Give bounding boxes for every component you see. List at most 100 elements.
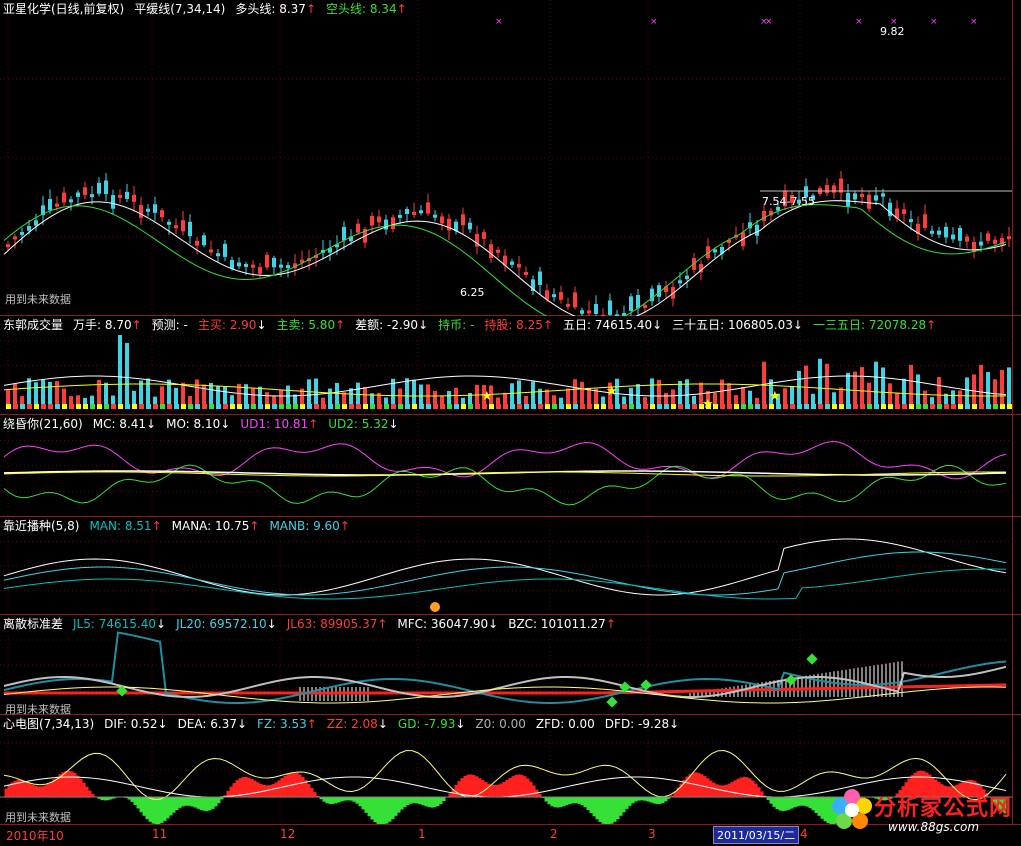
tick-feb: 2 [550, 827, 558, 841]
indicator-value: 预测: - [151, 318, 188, 332]
logo-url: www.88gs.com [888, 820, 980, 834]
future-data-watermark: 用到未来数据 [5, 293, 71, 306]
jl-watermark: 用到未来数据 [5, 703, 71, 716]
candlestick-chart[interactable]: × × ×× × × × × [0, 0, 1013, 316]
indicator-value: 靠近播种(5,8) [3, 519, 80, 533]
indicator-value: BZC: 101011.27 [508, 617, 606, 631]
indicator-value: 主买: 2.90 [197, 318, 257, 332]
indicator-value: FZ: 3.53 [257, 717, 307, 731]
indicator-value: MC: 8.41 [92, 417, 147, 431]
mc-pane[interactable]: 绕昏你(21,60) MC: 8.41↓ MO: 8.10↓ UD1: 10.81↑ U… [0, 415, 1021, 517]
site-logo: 分析家公式网 www.88gs.com [822, 780, 1021, 845]
arrow-down-icon: ↓ [418, 318, 429, 332]
indicator-value: MFC: 36047.90 [397, 617, 489, 631]
svg-text:×: × [930, 17, 938, 27]
ecg-chart[interactable] [0, 715, 1013, 825]
indicator-value: JL5: 74615.40 [73, 617, 156, 631]
arrow-down-icon: ↓ [220, 417, 231, 431]
arrow-up-icon: ↑ [396, 2, 407, 16]
indicator-value: 心电图(7,34,13) [3, 717, 95, 731]
jl-header: 离散标准差 JL5: 74615.40↓ JL20: 69572.10↓ JL63: … [3, 617, 626, 631]
indicator-value: 空头线: 8.34 [326, 2, 397, 16]
indicator-value: 平缓线(7,34,14) [134, 2, 226, 16]
high-price-label: 9.82 [880, 25, 905, 38]
indicator-value: JL20: 69572.10 [176, 617, 267, 631]
jl-pane[interactable]: 离散标准差 JL5: 74615.40↓ JL20: 69572.10↓ JL63: … [0, 615, 1021, 716]
indicator-value: 绕昏你(21,60) [3, 417, 83, 431]
date-axis[interactable]: 2010年10 11 12 1 2 3 2011/03/15/二 4 [0, 824, 1021, 846]
indicator-value: Z0: 0.00 [475, 717, 526, 731]
arrow-down-icon: ↓ [669, 717, 680, 731]
indicator-value: DIF: 0.52 [104, 717, 158, 731]
ecg-watermark: 用到未来数据 [5, 811, 71, 824]
ecg-pane[interactable]: 心电图(7,34,13) DIF: 0.52↓ DEA: 6.37↓ FZ: 3.53… [0, 715, 1021, 825]
tick-oct: 2010年10 [6, 829, 64, 843]
arrow-up-icon: ↑ [605, 617, 616, 631]
arrow-up-icon: ↑ [131, 318, 142, 332]
indicator-value: 持币: - [438, 318, 475, 332]
svg-text:★: ★ [481, 389, 493, 404]
ecg-header: 心电图(7,34,13) DIF: 0.52↓ DEA: 6.37↓ FZ: 3.53… [3, 717, 689, 731]
svg-text:★: ★ [702, 397, 714, 412]
tick-nov: 11 [152, 827, 168, 841]
arrow-up-icon: ↑ [249, 519, 260, 533]
arrow-down-icon: ↓ [488, 617, 499, 631]
arrow-up-icon: ↑ [306, 717, 317, 731]
arrow-down-icon: ↓ [236, 717, 248, 731]
indicator-value: UD1: 10.81 [240, 417, 309, 431]
indicator-value: 差额: -2.90 [355, 318, 419, 332]
volume-pane[interactable]: 东郭成交量 万手: 8.70↑ 预测: - 主买: 2.90↓ 主卖: 5.80↑ 差额:… [0, 316, 1021, 415]
arrow-up-icon: ↑ [377, 617, 388, 631]
arrow-down-icon: ↓ [455, 717, 466, 731]
indicator-value: 万手: 8.70 [73, 318, 132, 332]
mc-chart[interactable] [0, 415, 1013, 517]
man-header: 靠近播种(5,8) MAN: 8.51↑ MANA: 10.75↑ MANB: 9.6… [3, 519, 360, 533]
arrow-up-icon: ↑ [305, 2, 316, 16]
indicator-value: 离散标准差 [3, 617, 64, 631]
indicator-value: 一三五日: 72078.28 [812, 318, 927, 332]
indicator-value: 亚星化学(日线,前复权) [3, 2, 125, 16]
indicator-value: MAN: 8.51 [89, 519, 152, 533]
svg-text:★: ★ [769, 389, 781, 404]
flower-icon [832, 789, 872, 829]
arrow-up-icon: ↑ [542, 318, 553, 332]
arrow-up-icon: ↑ [339, 519, 350, 533]
indicator-value: MANA: 10.75 [171, 519, 250, 533]
tick-mar: 3 [648, 827, 656, 841]
svg-text:×: × [890, 17, 898, 27]
indicator-value: 三十五日: 106805.03 [672, 318, 793, 332]
indicator-value: JL63: 89905.37 [286, 617, 378, 631]
right-scale-bar[interactable] [1012, 0, 1021, 825]
svg-text:×: × [760, 17, 768, 27]
arrow-down-icon: ↓ [256, 318, 267, 332]
svg-text:★: ★ [606, 384, 618, 399]
tick-jan: 1 [418, 827, 426, 841]
man-chart[interactable] [0, 517, 1013, 615]
indicator-value: 持股: 8.25 [484, 318, 543, 332]
svg-text:×: × [650, 17, 658, 27]
indicator-value: ZZ: 2.08 [326, 717, 378, 731]
indicator-value: 东郭成交量 [3, 318, 64, 332]
indicator-value: GD: -7.93 [397, 717, 456, 731]
logo-title: 分析家公式网 [874, 796, 1013, 821]
indicator-value: 五日: 74615.40 [562, 318, 653, 332]
arrow-down-icon: ↓ [652, 318, 663, 332]
low-price-label: 6.25 [460, 286, 485, 299]
arrow-down-icon: ↓ [266, 617, 277, 631]
indicator-value: MANB: 9.60 [269, 519, 340, 533]
mc-header: 绕昏你(21,60) MC: 8.41↓ MO: 8.10↓ UD1: 10.81↑ U… [3, 417, 409, 431]
tick-dec: 12 [280, 827, 296, 841]
current-date-box: 2011/03/15/二 [713, 826, 800, 844]
price-pane[interactable]: 亚星化学(日线,前复权) 平缓线(7,34,14) 多头线: 8.37↑ 空头线: 8… [0, 0, 1021, 316]
arrow-up-icon: ↑ [926, 318, 937, 332]
svg-text:×: × [765, 17, 773, 27]
arrow-up-icon: ↑ [308, 417, 319, 431]
arrow-up-icon: ↑ [151, 519, 162, 533]
volume-chart[interactable]: ★ ★ ★ ★ [0, 316, 1013, 415]
indicator-value: 主卖: 5.80 [276, 318, 336, 332]
indicator-value: DEA: 6.37 [177, 717, 237, 731]
svg-text:×: × [855, 17, 863, 27]
range-label: 7.54-7.55 [762, 195, 815, 208]
man-pane[interactable]: 靠近播种(5,8) MAN: 8.51↑ MANA: 10.75↑ MANB: 9.6… [0, 517, 1021, 615]
jl-chart[interactable] [0, 615, 1013, 715]
